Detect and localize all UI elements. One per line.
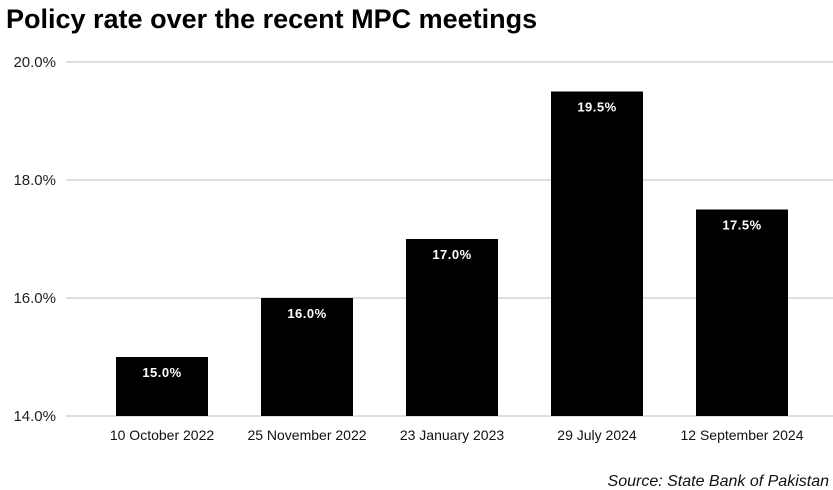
x-tick-label: 23 January 2023 xyxy=(400,427,505,443)
data-label: 17.0% xyxy=(432,247,471,262)
bars: 15.0% 16.0% 17.0% 19.5% 17.5% xyxy=(116,91,788,416)
x-tick-label: 25 November 2022 xyxy=(247,427,366,443)
x-axis: 10 October 2022 25 November 2022 23 Januar… xyxy=(110,427,804,443)
bar xyxy=(261,298,353,416)
y-tick-label: 20.0% xyxy=(13,54,56,71)
y-tick-label: 16.0% xyxy=(13,290,56,307)
data-label: 17.5% xyxy=(722,218,761,233)
x-tick-label: 29 July 2024 xyxy=(557,427,637,443)
bar xyxy=(116,357,208,416)
x-tick-label: 10 October 2022 xyxy=(110,427,215,443)
bar xyxy=(406,239,498,416)
bar xyxy=(696,209,788,416)
bar xyxy=(551,91,643,416)
data-label: 15.0% xyxy=(142,365,181,380)
y-tick-label: 18.0% xyxy=(13,172,56,189)
chart-title: Policy rate over the recent MPC meetings xyxy=(6,4,537,34)
x-tick-label: 12 September 2024 xyxy=(681,427,804,443)
data-label: 19.5% xyxy=(577,100,616,115)
y-axis: 14.0% 16.0% 18.0% 20.0% xyxy=(13,54,56,425)
y-tick-label: 14.0% xyxy=(13,408,56,425)
data-label: 16.0% xyxy=(287,306,326,321)
source-note: Source: State Bank of Pakistan xyxy=(608,473,830,490)
